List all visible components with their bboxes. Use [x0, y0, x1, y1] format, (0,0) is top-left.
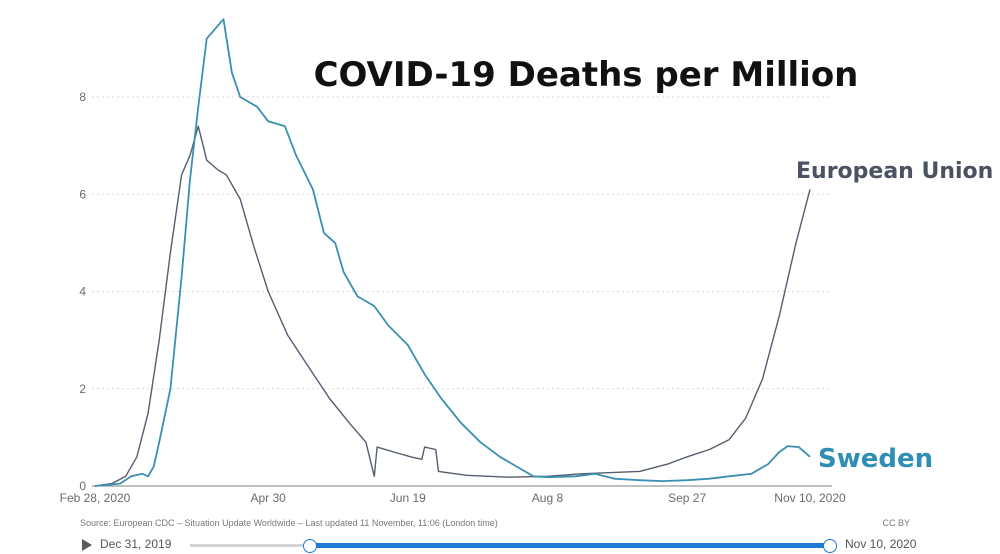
x-axis-ticks: Feb 28, 2020 Apr 30 Jun 19 Aug 8 Sep 27 Nov 1… [60, 491, 846, 505]
series-label-european-union: European Union [796, 159, 993, 184]
x-tick-label: Jun 19 [390, 491, 426, 505]
x-tick-label: Aug 8 [532, 491, 564, 505]
timeline-start-label: Dec 31, 2019 [100, 537, 172, 551]
chart-area: 0 2 4 6 8 Feb 28, 2020 Apr 30 Jun 19 Aug 8 Sep 2… [60, 18, 993, 505]
x-tick-label: Nov 10, 2020 [774, 491, 846, 505]
timeline-control: Dec 31, 2019 Nov 10, 2020 [0, 536, 1000, 554]
series-lines [94, 18, 811, 487]
grid-lines [92, 96, 832, 390]
x-tick-label: Apr 30 [250, 491, 286, 505]
x-tick-label: Feb 28, 2020 [60, 491, 131, 505]
series-label-sweden: Sweden [818, 444, 933, 474]
y-tick-label: 8 [79, 90, 86, 104]
y-tick-label: 6 [79, 187, 86, 201]
series-line-european-union [94, 125, 811, 487]
timeline-end-label: Nov 10, 2020 [845, 537, 917, 551]
source-note: Source: European CDC – Situation Update … [80, 518, 498, 528]
y-tick-label: 2 [79, 382, 86, 396]
x-tick-label: Sep 27 [668, 491, 706, 505]
license-link[interactable]: CC BY [882, 518, 910, 528]
y-tick-label: 0 [79, 479, 86, 493]
y-axis-ticks: 0 2 4 6 8 [79, 90, 86, 493]
play-icon[interactable] [82, 539, 92, 551]
timeline-selected-range [310, 543, 830, 548]
timeline-end-handle[interactable] [823, 539, 837, 553]
series-line-sweden [94, 18, 811, 487]
chart-title: COVID-19 Deaths per Million [314, 55, 859, 95]
timeline-start-handle[interactable] [303, 539, 317, 553]
y-tick-label: 4 [79, 285, 86, 299]
